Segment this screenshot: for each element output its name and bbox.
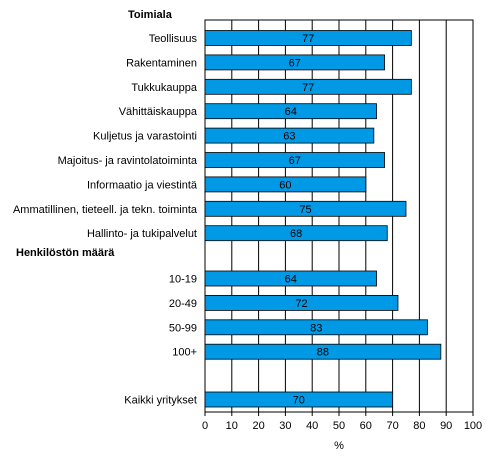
x-tick-label: 70 xyxy=(386,420,398,432)
bar xyxy=(204,152,385,168)
category-label: 50-99 xyxy=(169,322,197,334)
category-label: Kuljetus ja varastointi xyxy=(93,131,197,143)
x-tick-label: 50 xyxy=(333,420,345,432)
x-tick-label: 80 xyxy=(413,420,425,432)
bar xyxy=(204,103,377,120)
bar xyxy=(204,78,412,95)
bar-value-label: 77 xyxy=(302,33,314,45)
bar xyxy=(204,225,388,242)
x-tick-label: 90 xyxy=(440,420,452,432)
bar-value-label: 83 xyxy=(310,322,322,334)
category-label: Vähittäiskauppa xyxy=(119,106,198,118)
bar-value-label: 77 xyxy=(302,82,314,94)
x-axis: 0 10 20 30 40 50 60 70 80 90 100 xyxy=(202,412,482,432)
bar-value-label: 72 xyxy=(295,298,307,310)
bar xyxy=(204,270,377,287)
category-label: 20-49 xyxy=(169,298,197,310)
x-tick-label: 0 xyxy=(202,420,208,432)
category-label: Ammatillinen, tieteell. ja tekn. toimint… xyxy=(13,204,198,216)
x-tick-label: 100 xyxy=(464,420,482,432)
bar-value-label: 88 xyxy=(317,347,329,359)
bar xyxy=(204,30,412,46)
category-label: Rakentaminen xyxy=(126,57,197,69)
category-label: Kaikki yritykset xyxy=(124,395,197,407)
category-label: Informaatio ja viestintä xyxy=(87,179,198,191)
bar xyxy=(204,54,385,71)
bar-value-label: 75 xyxy=(299,204,311,216)
category-label: 100+ xyxy=(172,347,197,359)
group-heading: Toimiala xyxy=(128,9,173,21)
category-label: Teollisuus xyxy=(149,33,198,45)
x-tick-label: 10 xyxy=(226,420,238,432)
group-heading: Henkilöstön määrä xyxy=(16,247,115,259)
bar xyxy=(204,294,399,311)
bar-value-label: 64 xyxy=(285,274,297,286)
bar xyxy=(204,176,367,193)
bar xyxy=(204,391,394,408)
bar-value-label: 60 xyxy=(279,179,291,191)
category-labels: Toimiala Teollisuus Rakentaminen Tukkukaupp… xyxy=(13,9,198,407)
category-label: Tukkukauppa xyxy=(131,82,198,94)
bar xyxy=(204,343,442,360)
bar-value-label: 70 xyxy=(293,395,305,407)
bar xyxy=(204,319,428,336)
bar-value-label: 67 xyxy=(289,155,301,167)
bar-value-label: 64 xyxy=(285,106,297,118)
x-tick-label: 40 xyxy=(306,420,318,432)
bar-value-label: 67 xyxy=(289,57,301,69)
category-label: 10-19 xyxy=(169,274,197,286)
x-tick-label: 20 xyxy=(252,420,264,432)
bar xyxy=(204,200,407,217)
x-tick-label: 30 xyxy=(279,420,291,432)
category-label: Hallinto- ja tukipalvelut xyxy=(87,228,197,240)
bar-value-label: 63 xyxy=(283,131,295,143)
x-tick-label: 60 xyxy=(360,420,372,432)
category-label: Majoitus- ja ravintolatoiminta xyxy=(58,155,198,167)
bar xyxy=(204,127,375,144)
bar-value-label: 68 xyxy=(290,228,302,240)
x-axis-label: % xyxy=(334,440,344,452)
